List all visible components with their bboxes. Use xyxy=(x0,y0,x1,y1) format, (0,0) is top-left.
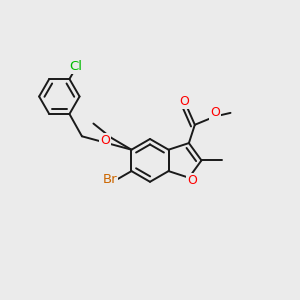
Text: Br: Br xyxy=(103,173,117,186)
Text: Cl: Cl xyxy=(69,60,82,73)
Text: O: O xyxy=(187,174,197,187)
Text: O: O xyxy=(100,134,110,147)
Text: O: O xyxy=(210,106,220,119)
Text: O: O xyxy=(179,95,189,108)
